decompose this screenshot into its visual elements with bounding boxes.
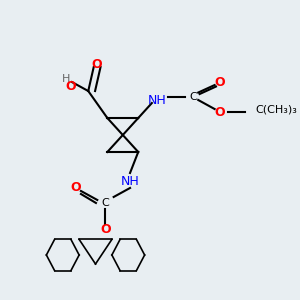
Text: O: O [91, 58, 102, 70]
Text: O: O [100, 224, 111, 236]
Text: O: O [215, 106, 225, 118]
Text: O: O [215, 76, 225, 88]
Text: O: O [70, 182, 81, 194]
Text: H: H [62, 74, 70, 84]
Text: NH: NH [148, 94, 167, 106]
Text: C: C [102, 198, 110, 208]
Text: O: O [65, 80, 76, 93]
Text: C(CH₃)₃: C(CH₃)₃ [256, 104, 297, 114]
Text: C: C [189, 92, 197, 102]
Text: NH: NH [121, 176, 140, 188]
